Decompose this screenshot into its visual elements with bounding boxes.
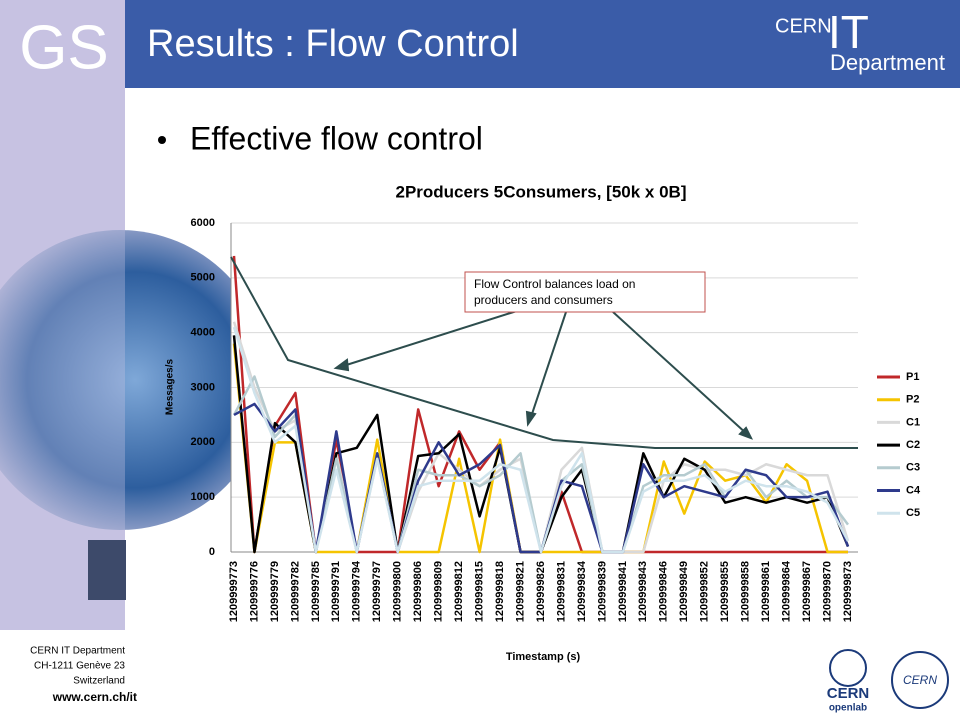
- annotation-text: Flow Control balances load on: [474, 277, 635, 291]
- x-tick-label: 1209999785: [310, 561, 322, 622]
- trend-line: [230, 256, 858, 449]
- x-tick-label: 1209999858: [740, 561, 752, 622]
- x-tick-label: 1209999782: [289, 561, 301, 622]
- y-tick-label: 5000: [191, 272, 215, 284]
- x-tick-label: 1209999841: [617, 561, 629, 622]
- title-bar: [125, 0, 960, 88]
- openlab-logo-text: openlab: [829, 703, 867, 714]
- y-axis-label: Messages/s: [165, 358, 176, 415]
- x-tick-label: 1209999849: [678, 561, 690, 622]
- x-tick-label: 1209999818: [494, 561, 506, 622]
- footer-line: CH-1211 Genève 23: [34, 661, 125, 672]
- y-tick-label: 1000: [191, 491, 215, 503]
- x-tick-label: 1209999812: [453, 561, 465, 622]
- y-tick-label: 6000: [191, 217, 215, 229]
- x-axis-label: Timestamp (s): [506, 651, 581, 663]
- x-tick-label: 1209999779: [269, 561, 281, 622]
- x-tick-label: 1209999806: [412, 561, 424, 622]
- laptop-image: [88, 540, 126, 600]
- series-line: [232, 326, 850, 554]
- x-tick-label: 1209999821: [514, 561, 526, 622]
- department-logo-text: Department: [830, 50, 945, 75]
- flow-annotation: [230, 256, 858, 449]
- x-tick-label: 1209999852: [699, 561, 711, 622]
- globe-image: [0, 230, 270, 530]
- x-tick-label: 1209999870: [821, 561, 833, 622]
- footer-url: www.cern.ch/it: [52, 690, 137, 704]
- x-tick-label: 1209999831: [555, 561, 567, 622]
- bullet-dot: [158, 136, 166, 144]
- x-tick-label: 1209999846: [658, 561, 670, 622]
- cern-emblem-text: CERN: [903, 673, 937, 687]
- annotation-text: producers and consumers: [474, 293, 613, 307]
- x-tick-label: 1209999855: [719, 561, 731, 622]
- legend-label: C3: [906, 462, 920, 474]
- y-tick-label: 0: [209, 546, 215, 558]
- cern-logo-text: CERN: [775, 15, 832, 37]
- y-tick-label: 2000: [191, 436, 215, 448]
- x-tick-label: 1209999791: [330, 561, 342, 622]
- x-tick-label: 1209999864: [781, 560, 793, 622]
- legend-label: P1: [906, 371, 919, 383]
- x-tick-label: 1209999873: [842, 561, 854, 622]
- legend-label: C4: [906, 484, 921, 496]
- cern-emblem: [891, 651, 949, 709]
- x-tick-label: 1209999797: [371, 561, 383, 622]
- x-tick-label: 1209999834: [576, 560, 588, 622]
- it-logo-text: IT: [828, 6, 869, 58]
- arrow: [339, 309, 521, 368]
- slide-title: Results : Flow Control: [147, 23, 519, 65]
- y-tick-label: 4000: [191, 327, 215, 339]
- legend-label: P2: [906, 394, 919, 406]
- footer-line: CERN IT Department: [30, 646, 125, 657]
- gs-logo: GS: [19, 13, 109, 82]
- x-tick-label: 1209999839: [596, 561, 608, 622]
- x-tick-label: 1209999773: [228, 561, 240, 622]
- x-tick-label: 1209999800: [392, 561, 404, 622]
- y-tick-label: 3000: [191, 381, 215, 393]
- x-tick-label: 1209999843: [637, 561, 649, 622]
- x-tick-label: 1209999826: [535, 561, 547, 622]
- x-tick-label: 1209999867: [801, 561, 813, 622]
- openlab-emblem: [829, 649, 867, 687]
- annotation-box: [464, 271, 706, 313]
- x-tick-label: 1209999794: [351, 560, 363, 622]
- chart-title: 2Producers 5Consumers, [50k x 0B]: [395, 182, 686, 201]
- bullet-text: Effective flow control: [190, 120, 483, 156]
- legend-label: C1: [906, 416, 920, 428]
- arrowhead: [525, 410, 537, 427]
- x-tick-label: 1209999861: [760, 561, 772, 622]
- arrowhead: [738, 426, 754, 440]
- legend-label: C2: [906, 439, 920, 451]
- x-tick-label: 1209999815: [474, 561, 486, 622]
- arrow: [529, 311, 567, 421]
- openlab-logo-text: CERN: [827, 685, 870, 702]
- footer-line: Switzerland: [73, 676, 125, 687]
- x-tick-label: 1209999809: [433, 561, 445, 622]
- arrow: [612, 311, 749, 436]
- legend-label: C5: [906, 507, 920, 519]
- x-tick-label: 1209999776: [248, 561, 260, 622]
- arrowhead: [333, 358, 350, 372]
